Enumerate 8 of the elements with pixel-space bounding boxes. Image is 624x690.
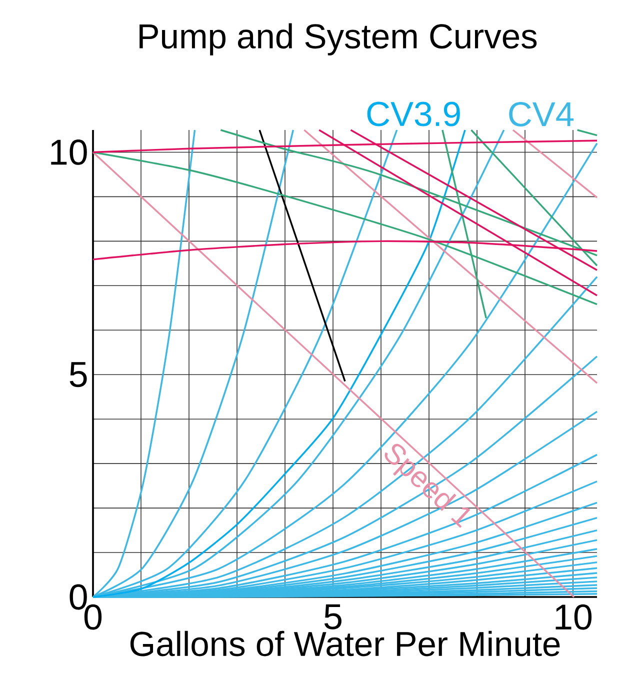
series-label: CV3.9	[367, 102, 460, 126]
y-tick-label: 10	[51, 140, 87, 165]
y-tick-label: 5	[70, 362, 87, 388]
series-label: CV4	[509, 102, 574, 126]
chart-title: Pump and System Curves	[140, 23, 537, 56]
x-tick-label: 10	[556, 604, 592, 630]
x-axis-title: Gallons of Water Per Minute	[130, 630, 560, 656]
x-tick-label: 5	[324, 604, 342, 630]
